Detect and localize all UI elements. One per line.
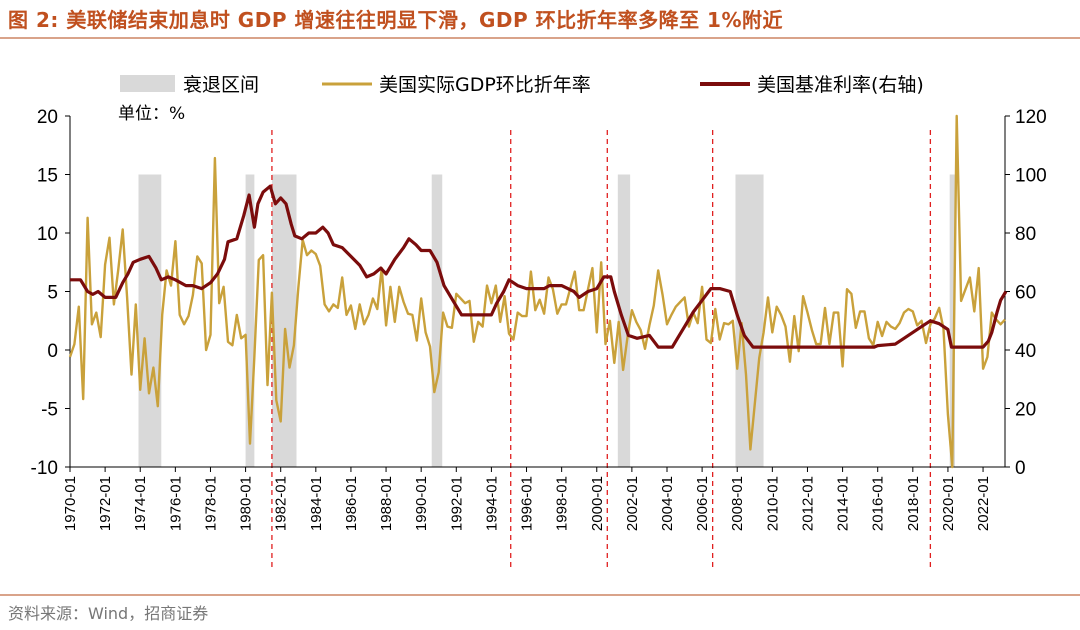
x-tick-label: 1976-01 [167,476,184,531]
legend-label-recession: 衰退区间 [183,74,259,96]
right-tick-label: 40 [1015,341,1036,362]
x-tick-label: 1988-01 [378,476,395,531]
x-tick-label: 2014-01 [835,476,852,531]
source-divider [0,594,1080,596]
x-tick-label: 1986-01 [343,476,360,531]
legend-swatch-recession [120,75,175,92]
recession-band [949,174,955,467]
left-tick-label: 0 [47,341,58,362]
x-tick-label: 2004-01 [659,476,676,531]
left-tick-label: 5 [47,283,58,304]
unit-label: 单位：% [118,104,185,124]
x-tick-label: 2020-01 [940,476,957,531]
axes: -10 -5 0 5 10 15 20 0 20 40 60 80 100 120 1970-01 1972-… [31,107,1047,531]
series-lines [68,114,1008,469]
x-tick-label: 1980-01 [238,476,255,531]
chart-canvas: -10 -5 0 5 10 15 20 0 20 40 60 80 100 120 1970-01 1972-… [31,74,1047,570]
source-note: 资料来源：Wind，招商证券 [8,604,209,623]
x-tick-label: 1974-01 [132,476,149,531]
x-tick-label: 1978-01 [202,476,219,531]
fed-rate-line [70,184,1008,349]
figure-title: 图 2: 美联储结束加息时 GDP 增速往往明显下滑，GDP 环比折年率多降至 … [8,8,783,32]
left-tick-label: 10 [37,224,58,245]
recession-band [271,174,297,467]
legend-label-gdp: 美国实际GDP环比折年率 [379,74,591,96]
right-tick-label: 0 [1015,458,1026,479]
title-divider [0,37,1080,39]
hike-end-markers [271,130,932,570]
x-tick-label: 1994-01 [483,476,500,531]
left-tick-label: 20 [37,107,58,128]
legend: 衰退区间 美国实际GDP环比折年率 美国基准利率(右轴) [120,74,924,96]
x-tick-label: 1990-01 [413,476,430,531]
x-tick-label: 1996-01 [519,476,536,531]
recession-band [138,174,162,467]
x-tick-label: 2012-01 [799,476,816,531]
right-tick-label: 120 [1015,107,1047,128]
x-tick-label: 1970-01 [62,476,79,531]
right-tick-label: 100 [1015,166,1047,187]
x-tick-label: 2002-01 [624,476,641,531]
x-tick-label: 1982-01 [273,476,290,531]
left-tick-label: 15 [37,166,58,187]
recession-band [245,174,255,467]
x-tick-label: 2008-01 [729,476,746,531]
x-tick-label: 2016-01 [870,476,887,531]
x-tick-label: 2022-01 [975,476,992,531]
left-tick-label: -5 [41,400,58,421]
x-tick-label: 2006-01 [694,476,711,531]
legend-label-rate: 美国基准利率(右轴) [757,74,924,96]
left-tick-label: -10 [31,458,58,479]
right-tick-label: 60 [1015,283,1036,304]
x-tick-label: 2018-01 [905,476,922,531]
right-tick-label: 80 [1015,224,1036,245]
x-tick-label: 2010-01 [764,476,781,531]
x-tick-label: 1972-01 [97,476,114,531]
x-tick-label: 1984-01 [308,476,325,531]
x-tick-label: 1998-01 [554,476,571,531]
gdp-growth-line [68,114,1006,469]
x-tick-label: 2000-01 [589,476,606,531]
right-tick-label: 20 [1015,400,1036,421]
recession-band [431,174,443,467]
x-tick-label: 1992-01 [448,476,465,531]
